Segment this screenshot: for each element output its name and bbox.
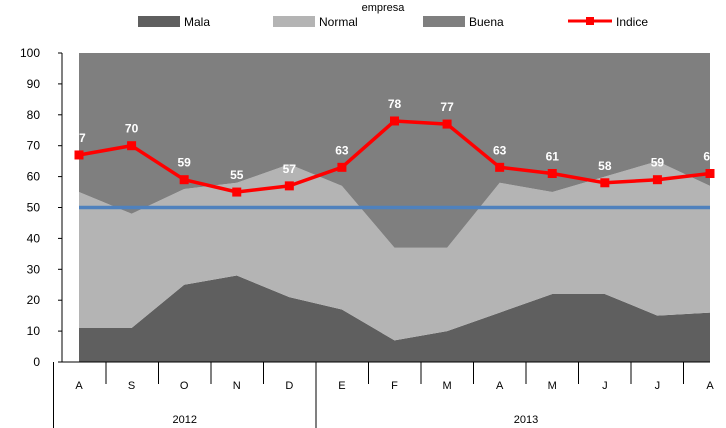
index-marker	[390, 116, 399, 126]
index-marker	[600, 178, 610, 188]
index-data-label: 70	[125, 122, 139, 136]
index-data-label: 77	[440, 100, 454, 114]
legend-swatch-buena	[423, 16, 465, 27]
legend-marker-indice	[586, 17, 594, 25]
index-data-label: 59	[177, 156, 191, 170]
year-label: 2012	[173, 414, 197, 426]
x-tick-label: J	[602, 380, 608, 392]
y-tick-label: 10	[27, 324, 41, 338]
y-tick-label: 70	[27, 139, 41, 153]
y-tick-label: 80	[27, 108, 41, 122]
x-tick-label: E	[338, 380, 345, 392]
x-tick-label: M	[548, 380, 557, 392]
x-tick-label: M	[442, 380, 451, 392]
x-tick-label: A	[706, 380, 714, 392]
x-tick-label: S	[128, 380, 135, 392]
y-tick-label: 90	[27, 77, 41, 91]
legend-label-indice: Indice	[616, 15, 648, 29]
index-marker	[442, 119, 452, 129]
y-tick-label: 20	[27, 293, 41, 307]
x-tick-label: J	[655, 380, 661, 392]
y-tick-label: 60	[27, 170, 41, 184]
index-marker	[179, 175, 189, 185]
x-tick-label: A	[496, 380, 504, 392]
index-marker	[652, 175, 662, 185]
index-marker	[705, 169, 715, 179]
index-marker	[495, 162, 505, 172]
index-data-label: 59	[651, 156, 665, 170]
index-marker	[337, 162, 347, 172]
year-groups: 2012 2013	[53, 362, 538, 428]
index-marker	[547, 169, 557, 179]
index-marker	[232, 187, 242, 197]
x-tick-label: A	[75, 380, 83, 392]
index-series: 67 70 59 55 57 63 78 77 63 61 58 59 61	[72, 97, 717, 197]
index-data-label: 67	[72, 131, 86, 145]
legend: Mala Normal Buena Indice	[138, 15, 648, 29]
index-data-label: 57	[283, 162, 297, 176]
legend-swatch-mala	[138, 16, 180, 27]
index-data-label: 63	[335, 143, 349, 157]
x-tick-label: N	[233, 380, 241, 392]
area-buena	[79, 53, 710, 248]
index-marker	[127, 141, 137, 151]
legend-label-buena: Buena	[469, 15, 504, 29]
index-data-label: 78	[388, 97, 402, 111]
y-tick-label: 100	[20, 46, 40, 60]
x-tick-label: O	[180, 380, 189, 392]
y-ticks: 0 10 20 30 40 50 60 70 80 90 100	[20, 46, 62, 369]
y-tick-label: 0	[33, 355, 40, 369]
index-data-label: 55	[230, 168, 244, 182]
index-marker	[284, 181, 294, 191]
legend-label-mala: Mala	[184, 15, 210, 29]
index-data-label: 58	[598, 159, 612, 173]
x-tick-label: F	[391, 380, 398, 392]
chart-title: empresa	[362, 2, 406, 14]
y-tick-label: 30	[27, 262, 41, 276]
index-data-label: 61	[703, 150, 717, 164]
area-mala	[79, 275, 710, 362]
index-data-label: 61	[546, 150, 560, 164]
x-tick-label: D	[285, 380, 293, 392]
y-tick-label: 50	[27, 201, 41, 215]
legend-swatch-normal	[273, 16, 315, 27]
index-marker	[74, 150, 84, 160]
legend-label-normal: Normal	[319, 15, 358, 29]
year-label: 2013	[514, 414, 538, 426]
y-tick-label: 40	[27, 231, 41, 245]
index-data-label: 63	[493, 143, 507, 157]
